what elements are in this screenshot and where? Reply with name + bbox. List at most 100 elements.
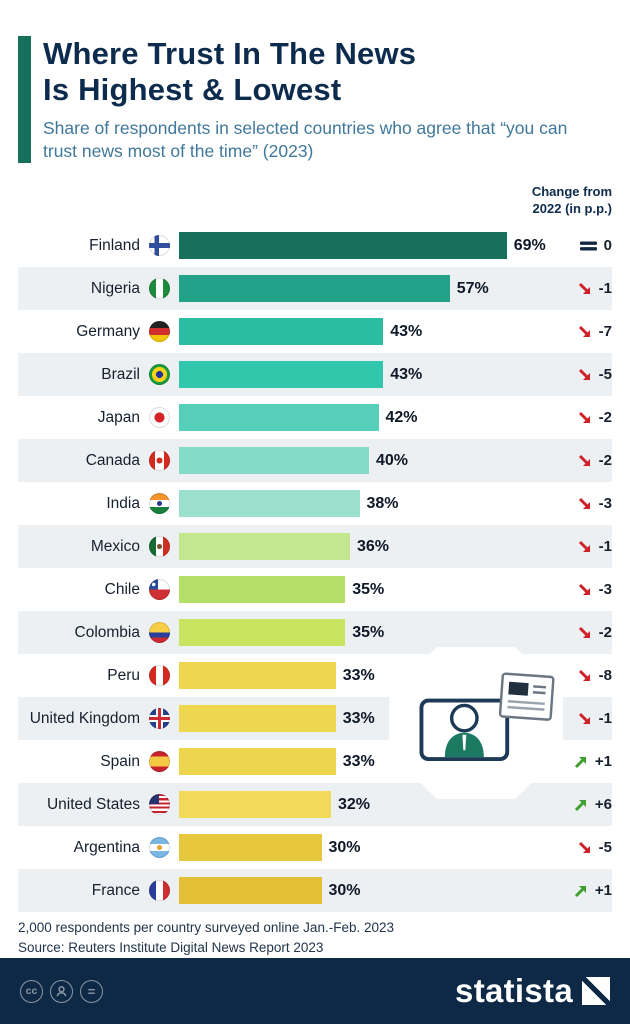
page-subtitle: Share of respondents in selected countri…	[43, 117, 568, 161]
bar-track: 35%	[179, 576, 550, 603]
footer: 2,000 respondents per country surveyed o…	[18, 918, 394, 957]
flag-india-icon	[149, 493, 170, 514]
bar	[179, 404, 379, 431]
change-label: 0	[603, 237, 612, 254]
bar-track: 57%	[179, 275, 550, 302]
change-label: +1	[594, 753, 612, 770]
arrow-down-right-icon	[578, 626, 590, 638]
header-text: Where Trust In The News Is Highest & Low…	[43, 36, 595, 163]
equals-icon[interactable]: =	[80, 979, 103, 1003]
country-label: Peru	[107, 666, 140, 684]
change-column-header-line1: Change from	[531, 184, 612, 199]
arrow-down-right-icon	[578, 540, 590, 552]
change-label: -2	[598, 409, 612, 426]
country-label: Brazil	[101, 365, 140, 383]
table-row: France 30% +1	[18, 869, 612, 912]
country-label: United Kingdom	[29, 709, 140, 727]
value-label: 33%	[342, 752, 375, 770]
change-label: +1	[594, 882, 612, 899]
rows: Finland 69% 0 Nigeria 57%	[18, 224, 612, 912]
cc-icon[interactable]: cc	[20, 979, 43, 1003]
arrow-up-right-icon	[574, 799, 586, 811]
bar-track: 30%	[179, 834, 550, 861]
change-indicator: -5	[550, 366, 612, 383]
value-label: 30%	[328, 881, 361, 899]
change-indicator: -2	[550, 409, 612, 426]
flag-nigeria-icon	[149, 278, 170, 299]
value-label: 30%	[328, 838, 361, 856]
value-label: 33%	[342, 666, 375, 684]
news-illustration-badge	[386, 646, 568, 800]
bar	[179, 318, 384, 345]
change-label: -2	[598, 624, 612, 641]
table-row: Canada 40% -2	[18, 439, 612, 482]
table-row: Mexico 36% -1	[18, 525, 612, 568]
bar	[179, 232, 507, 259]
bar	[179, 662, 336, 689]
country-label: United States	[46, 795, 140, 813]
change-label: -8	[598, 667, 612, 684]
flag-peru-icon	[149, 665, 170, 686]
bar	[179, 834, 322, 861]
country-label: France	[91, 881, 140, 899]
change-indicator: -8	[550, 667, 612, 684]
person-head-icon	[449, 703, 479, 733]
bar-track: 69%	[179, 232, 550, 259]
bar	[179, 533, 350, 560]
arrow-down-right-icon	[578, 411, 590, 423]
country-label: Germany	[76, 322, 140, 340]
change-label: -7	[598, 323, 612, 340]
flag-canada-icon	[149, 450, 170, 471]
change-indicator: -1	[550, 710, 612, 727]
change-indicator: +1	[550, 882, 612, 899]
arrow-down-right-icon	[578, 282, 590, 294]
equal-change-icon	[579, 241, 597, 250]
person-icon	[56, 985, 67, 996]
bar-track: 33%	[179, 748, 550, 775]
arrow-down-right-icon	[578, 669, 590, 681]
arrow-down-right-icon	[578, 712, 590, 724]
bar	[179, 275, 450, 302]
arrow-up-right-icon	[574, 756, 586, 768]
attribution-person-icon[interactable]	[50, 979, 73, 1003]
country-label: Chile	[104, 580, 140, 598]
news-illustration-icon	[389, 646, 563, 800]
country-label: Mexico	[90, 537, 140, 555]
change-label: -1	[598, 710, 612, 727]
header: Where Trust In The News Is Highest & Low…	[0, 0, 630, 164]
arrow-down-right-icon	[578, 454, 590, 466]
bar	[179, 877, 322, 904]
bar-track: 32%	[179, 791, 550, 818]
change-indicator: +6	[550, 796, 612, 813]
bar	[179, 361, 384, 388]
change-indicator: -1	[550, 538, 612, 555]
change-indicator: -3	[550, 495, 612, 512]
value-label: 33%	[342, 709, 375, 727]
arrow-up-right-icon	[574, 885, 586, 897]
value-label: 43%	[390, 322, 423, 340]
value-label: 57%	[456, 279, 489, 297]
bar-track: 33%	[179, 705, 550, 732]
bar	[179, 619, 346, 646]
flag-japan-icon	[149, 407, 170, 428]
accent-bar	[18, 36, 31, 164]
value-label: 42%	[385, 408, 418, 426]
value-label: 35%	[352, 623, 385, 641]
statista-brand[interactable]: statista	[455, 972, 610, 1010]
bar	[179, 490, 360, 517]
change-indicator: -1	[550, 280, 612, 297]
change-indicator: -3	[550, 581, 612, 598]
cc-license-badges[interactable]: cc =	[20, 979, 103, 1003]
country-label: Japan	[97, 408, 140, 426]
table-row: Colombia 35% -2	[18, 611, 612, 654]
table-row: India 38% -3	[18, 482, 612, 525]
value-label: 32%	[338, 795, 371, 813]
country-label: India	[106, 494, 140, 512]
value-label: 40%	[376, 451, 409, 469]
bar	[179, 576, 346, 603]
bar-track: 35%	[179, 619, 550, 646]
bar-track: 36%	[179, 533, 550, 560]
page-title: Where Trust In The News Is Highest & Low…	[43, 36, 595, 108]
country-label: Canada	[85, 451, 140, 469]
value-label: 36%	[357, 537, 390, 555]
